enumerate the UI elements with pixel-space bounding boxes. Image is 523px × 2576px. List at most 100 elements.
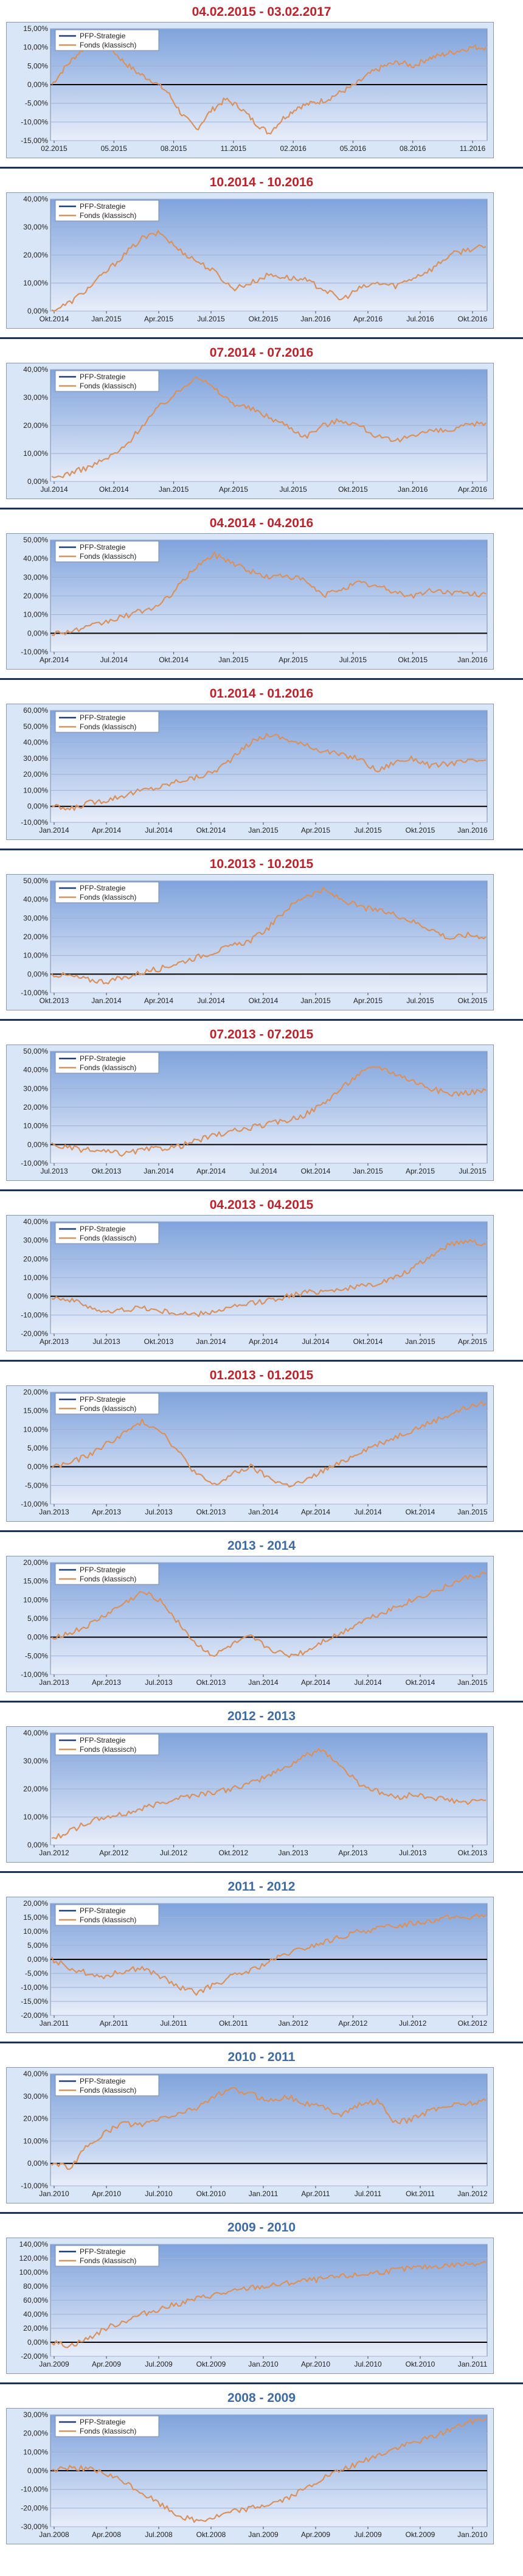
x-tick-label: Okt.2015: [249, 315, 279, 323]
y-tick-label: 15,00%: [23, 24, 48, 33]
chart-title: 10.2013 - 10.2015: [209, 857, 314, 871]
legend-label: PFP-Strategie: [80, 1395, 126, 1404]
y-tick-label: -20,00%: [21, 2352, 48, 2361]
series-line-fonds: [50, 1913, 487, 1996]
x-tick-label: Jul.2016: [406, 315, 434, 323]
x-tick-label: Jan.2009: [39, 2360, 69, 2368]
legend-label: Fonds (klassisch): [80, 1916, 136, 1924]
x-tick-label: Jan.2015: [91, 315, 122, 323]
line-chart: 140,00% 120,00% 100,00% 80,00% 60,00% 40,00% 2…: [19, 2240, 488, 2368]
legend-label: PFP-Strategie: [80, 2418, 126, 2426]
x-tick-label: Apr.2015: [301, 826, 330, 835]
y-tick-label: 40,00%: [23, 895, 48, 904]
series-line-fonds: [51, 2418, 487, 2523]
y-tick-label: 80,00%: [23, 2282, 48, 2291]
y-tick-label: 0,00%: [27, 970, 48, 978]
line-chart: 20,00% 15,00% 10,00% 5,00% 0,00% -5,00% -10,00…: [21, 1388, 488, 1516]
y-tick-label: 10,00%: [23, 43, 48, 52]
x-tick-label: 05.2016: [340, 144, 367, 153]
legend-label: Fonds (klassisch): [80, 1234, 136, 1242]
legend-box: [55, 2245, 159, 2267]
legend-box: [55, 1734, 159, 1755]
y-tick-label: 10,00%: [23, 951, 48, 960]
y-tick-label: 20,00%: [23, 770, 48, 779]
series-line-fonds: [51, 1748, 487, 1839]
series-line-fonds: [51, 1066, 487, 1157]
line-chart: 40,00% 30,00% 20,00% 10,00% 0,00% -10,00% -20,…: [21, 1217, 488, 1346]
legend-box: [55, 1222, 159, 1244]
x-tick-label: Jan.2010: [248, 2360, 279, 2368]
y-tick-label: 10,00%: [23, 449, 48, 458]
x-tick-label: Jul.2009: [354, 2530, 382, 2539]
series-line-fonds: [51, 886, 487, 985]
y-tick-label: 20,00%: [23, 1899, 48, 1908]
x-tick-label: 08.2015: [161, 144, 187, 153]
chart-title: 07.2014 - 07.2016: [209, 346, 314, 360]
x-tick-label: Jan.2015: [457, 1508, 488, 1516]
y-tick-label: -10,00%: [21, 1159, 48, 1167]
x-tick-label: Apr.2013: [338, 1849, 367, 1857]
chart-area: 140,00% 120,00% 100,00% 80,00% 60,00% 40,00% 2…: [6, 2238, 494, 2374]
y-tick-label: -10,00%: [21, 1500, 48, 1508]
legend-box: [55, 541, 159, 562]
x-tick-label: Jul.2010: [354, 2360, 382, 2368]
x-tick-label: Okt.2013: [40, 996, 69, 1005]
x-tick-label: Okt.2012: [219, 1849, 249, 1857]
x-tick-label: Jul.2014: [354, 1508, 382, 1516]
series-line-fonds: [51, 2087, 487, 2170]
series-line-fonds: [51, 1401, 487, 1488]
x-tick-label: Okt.2013: [196, 1678, 226, 1687]
x-tick-label: Jan.2015: [353, 1167, 383, 1175]
x-tick-label: Jan.2014: [144, 1167, 174, 1175]
y-tick-label: 30,00%: [23, 1236, 48, 1245]
section-divider: [0, 167, 523, 169]
chart-area: 60,00% 50,00% 40,00% 30,00% 20,00% 10,00% 0,00…: [6, 704, 494, 840]
y-tick-label: 60,00%: [23, 2296, 48, 2305]
legend-label: PFP-Strategie: [80, 202, 126, 211]
y-tick-label: 0,00%: [27, 307, 48, 315]
chart-area: 20,00% 15,00% 10,00% 5,00% 0,00% -5,00% -10,00…: [6, 1897, 494, 2033]
x-tick-label: Apr.2013: [92, 1678, 121, 1687]
x-tick-label: Jan.2011: [40, 2019, 69, 2028]
x-tick-label: Jul.2013: [399, 1849, 427, 1857]
x-tick-label: Okt.2008: [196, 2530, 226, 2539]
chart-area: 15,00% 10,00% 5,00% 0,00% -5,00% -10,00% -15,0…: [6, 22, 494, 158]
legend-label: PFP-Strategie: [80, 373, 126, 381]
y-tick-label: 100,00%: [19, 2268, 49, 2277]
chart-area: 20,00% 15,00% 10,00% 5,00% 0,00% -5,00% -10,00…: [6, 1385, 494, 1522]
x-tick-label: Jul.2014: [197, 996, 225, 1005]
x-tick-label: Jan.2016: [457, 656, 488, 664]
series-line-fonds: [51, 733, 487, 811]
chart-title: 2008 - 2009: [227, 2391, 296, 2405]
x-tick-label: Okt.2014: [406, 1678, 435, 1687]
chart-title: 07.2013 - 07.2015: [209, 1027, 314, 1041]
chart-title: 01.2014 - 01.2016: [209, 687, 314, 701]
y-tick-label: 40,00%: [23, 738, 48, 747]
chart-area: 40,00% 30,00% 20,00% 10,00% 0,00% -10,00% Jan.…: [6, 2067, 494, 2203]
x-tick-label: Jan.2011: [249, 2189, 279, 2198]
x-tick-label: Apr.2014: [40, 656, 69, 664]
y-tick-label: -10,00%: [21, 2485, 48, 2494]
legend-label: PFP-Strategie: [80, 2247, 126, 2256]
line-chart: 50,00% 40,00% 30,00% 20,00% 10,00% 0,00% -10,0…: [21, 1047, 488, 1175]
section-divider: [0, 337, 523, 339]
series-line-fonds: [51, 1572, 487, 1658]
y-tick-label: 10,00%: [23, 2137, 48, 2145]
legend-label: Fonds (klassisch): [80, 2256, 136, 2265]
legend-label: PFP-Strategie: [80, 32, 126, 40]
x-tick-label: Jan.2014: [39, 826, 69, 835]
x-tick-label: Okt.2012: [458, 2019, 488, 2028]
chart-area: 30,00% 20,00% 10,00% 0,00% -10,00% -20,00% -30…: [6, 2408, 494, 2544]
y-tick-label: 10,00%: [23, 611, 48, 619]
x-tick-label: Apr.2016: [353, 315, 383, 323]
x-tick-label: Okt.2014: [406, 1508, 435, 1516]
x-tick-label: Jul.2010: [145, 2189, 173, 2198]
chart-area: 40,00% 30,00% 20,00% 10,00% 0,00% Jul.2014 Okt…: [6, 363, 494, 499]
x-tick-label: Apr.2015: [353, 996, 383, 1005]
y-tick-label: 120,00%: [19, 2254, 49, 2263]
